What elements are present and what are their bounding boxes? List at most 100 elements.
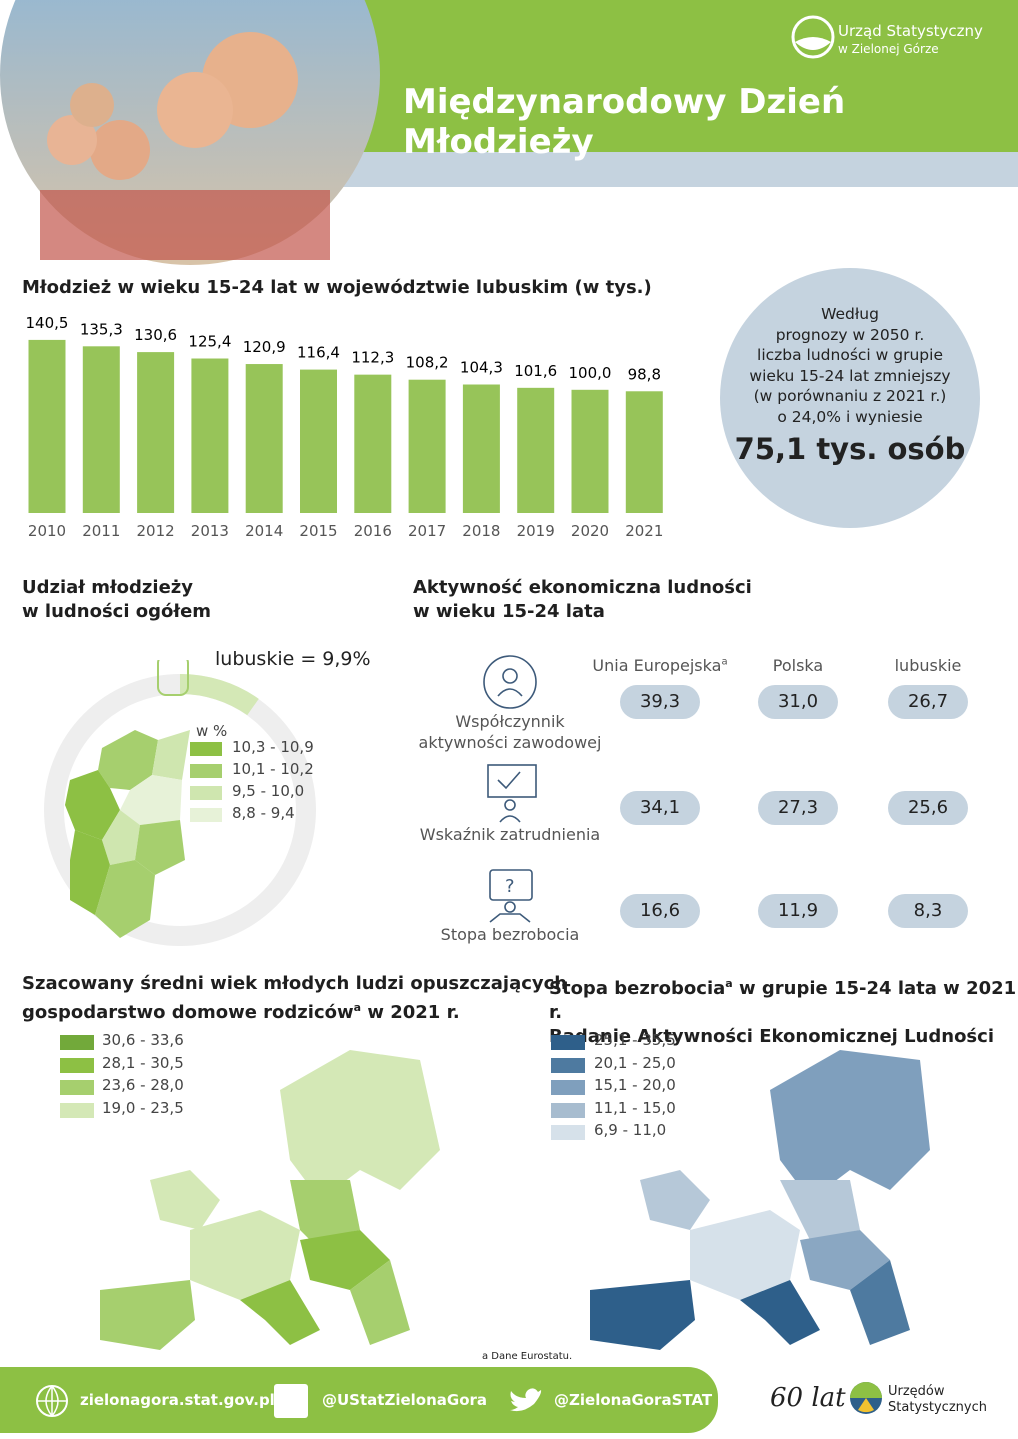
x-tick-label: 2011: [82, 522, 120, 540]
forecast-text: Według prognozy w 2050 r. liczba ludności …: [720, 304, 980, 471]
share-donut: [44, 660, 316, 946]
row-label: Współczynnik: [455, 712, 565, 731]
superscript: a: [725, 977, 733, 990]
x-tick-label: 2019: [517, 522, 555, 540]
gus-logo-icon: [850, 1382, 882, 1414]
logo-icon: [791, 15, 835, 59]
bar: [245, 364, 283, 513]
legend-label: 10,3 - 10,9: [232, 738, 314, 756]
value-pill: 25,6: [888, 791, 968, 825]
value-label: 108,2: [406, 354, 449, 372]
value-label: 130,6: [134, 326, 177, 344]
globe-icon: [36, 1385, 68, 1417]
bar: [191, 358, 229, 513]
row-label: aktywności zawodowej: [418, 733, 602, 752]
legend-label: 11,1 - 15,0: [594, 1098, 676, 1117]
forecast-line: Według: [821, 305, 879, 323]
europe-map-age: [100, 1050, 440, 1350]
legend-label: 8,8 - 9,4: [232, 804, 295, 822]
legend-label: 25,1 - 35,5: [594, 1031, 676, 1049]
person-icon: [157, 660, 189, 696]
legend-label: 9,5 - 10,0: [232, 782, 305, 800]
legend-swatch: [551, 1102, 585, 1118]
value-label: 100,0: [569, 364, 612, 382]
gus-logo-text: Statystycznych: [888, 1400, 987, 1415]
legend-title: w %: [196, 722, 228, 740]
superscript: a: [353, 1001, 362, 1014]
title-line: Szacowany średni wiek młodych ludzi opus…: [22, 973, 568, 994]
chart-title: Młodzież w wieku 15-24 lat w województwi…: [22, 277, 652, 298]
title-line: w ludności ogółem: [22, 601, 212, 622]
title-part: w 2021 r.: [361, 1002, 460, 1023]
header-strip: [330, 152, 1018, 187]
forecast-line: o 24,0% i wyniesie: [777, 407, 923, 426]
section-title: Stopa bezrobociaa w grupie 15-24 lata w …: [549, 972, 1018, 1049]
forecast-highlight: 75,1 tys. osób: [734, 432, 966, 466]
legend-label: 19,0 - 23,5: [102, 1098, 184, 1117]
row-label: Wskaźnik zatrudnienia: [419, 825, 601, 844]
x-tick-label: 2013: [191, 522, 229, 540]
column-header: lubuskie: [894, 656, 962, 675]
footer-band: [0, 1367, 718, 1433]
title-line: Badanie Aktywności Ekonomicznej Ludności: [549, 1026, 994, 1047]
legend-swatch: [60, 1035, 94, 1050]
legend-swatch: [551, 1035, 585, 1050]
legend-swatch: [551, 1125, 585, 1140]
bar: [137, 352, 175, 513]
x-tick-label: 2021: [625, 522, 663, 540]
title-line: Stopa bezrobociaa w grupie 15-24 lata w …: [549, 972, 1018, 1025]
x-tick-label: 2016: [354, 522, 392, 540]
value-pill: 26,7: [888, 685, 968, 719]
anniversary-logo: 60 lat: [770, 1383, 846, 1413]
legend-label: 28,1 - 30,5: [102, 1053, 184, 1072]
x-tick-label: 2018: [462, 522, 500, 540]
legend-label: 20,1 - 25,0: [594, 1053, 676, 1072]
icon: ?: [489, 869, 533, 923]
footnote: a Dane Eurostatu.: [482, 1351, 573, 1362]
forecast-line: prognozy w 2050 r.: [775, 325, 925, 344]
x-tick-label: 2020: [571, 522, 609, 540]
legend-swatch: [190, 808, 222, 822]
legend-swatch: [60, 1080, 94, 1095]
section-title: Udział młodzieży w ludności ogółem: [22, 576, 211, 624]
legend-label: 30,6 - 33,6: [102, 1031, 184, 1049]
section-title: Szacowany średni wiek młodych ludzi opus…: [22, 972, 567, 1025]
legend-swatch: [60, 1102, 94, 1118]
title-line: w wieku 15-24 lata: [413, 601, 605, 622]
footer-website: zielonagora.stat.gov.pl: [80, 1391, 275, 1409]
legend-swatch: [190, 742, 222, 756]
region-map: [65, 730, 190, 938]
title-line: Aktywność ekonomiczna ludności: [413, 577, 752, 598]
clothes: [40, 190, 330, 260]
bar: [28, 339, 66, 513]
svg-text:?: ?: [505, 876, 515, 897]
value-pill: 8,3: [888, 894, 968, 928]
value-label: 135,3: [80, 320, 123, 338]
share-value: lubuskie = 9,9%: [215, 648, 371, 670]
facebook-icon: [274, 1384, 308, 1418]
legend-label: 15,1 - 20,0: [594, 1076, 676, 1094]
value-label: 140,5: [26, 314, 69, 332]
forecast-circle: [720, 268, 980, 528]
value-label: 104,3: [460, 359, 503, 377]
forecast-line: liczba ludności w grupie: [757, 346, 943, 364]
logo-text: Urząd Statystyczny: [838, 22, 983, 40]
face: [70, 83, 114, 127]
legend-swatch: [551, 1080, 585, 1095]
legend-label: 10,1 - 10,2: [232, 760, 314, 778]
value-label: 125,4: [188, 333, 231, 351]
value-pill: 31,0: [758, 685, 838, 719]
title-line: Udział młodzieży: [22, 577, 193, 598]
value-pill: 11,9: [758, 894, 838, 928]
twitter-icon: [510, 1388, 542, 1412]
page-title: Międzynarodowy Dzień Młodzieży: [403, 82, 846, 162]
bar: [300, 369, 337, 513]
forecast-line: (w porównaniu z 2021 r.): [753, 387, 947, 405]
icon: [483, 655, 537, 709]
value-label: 101,6: [514, 362, 557, 380]
superscript: a: [721, 656, 728, 668]
row-label: Stopa bezrobocia: [440, 925, 580, 944]
europe-map-unemployment: [590, 1050, 930, 1350]
photo: [0, 0, 380, 265]
